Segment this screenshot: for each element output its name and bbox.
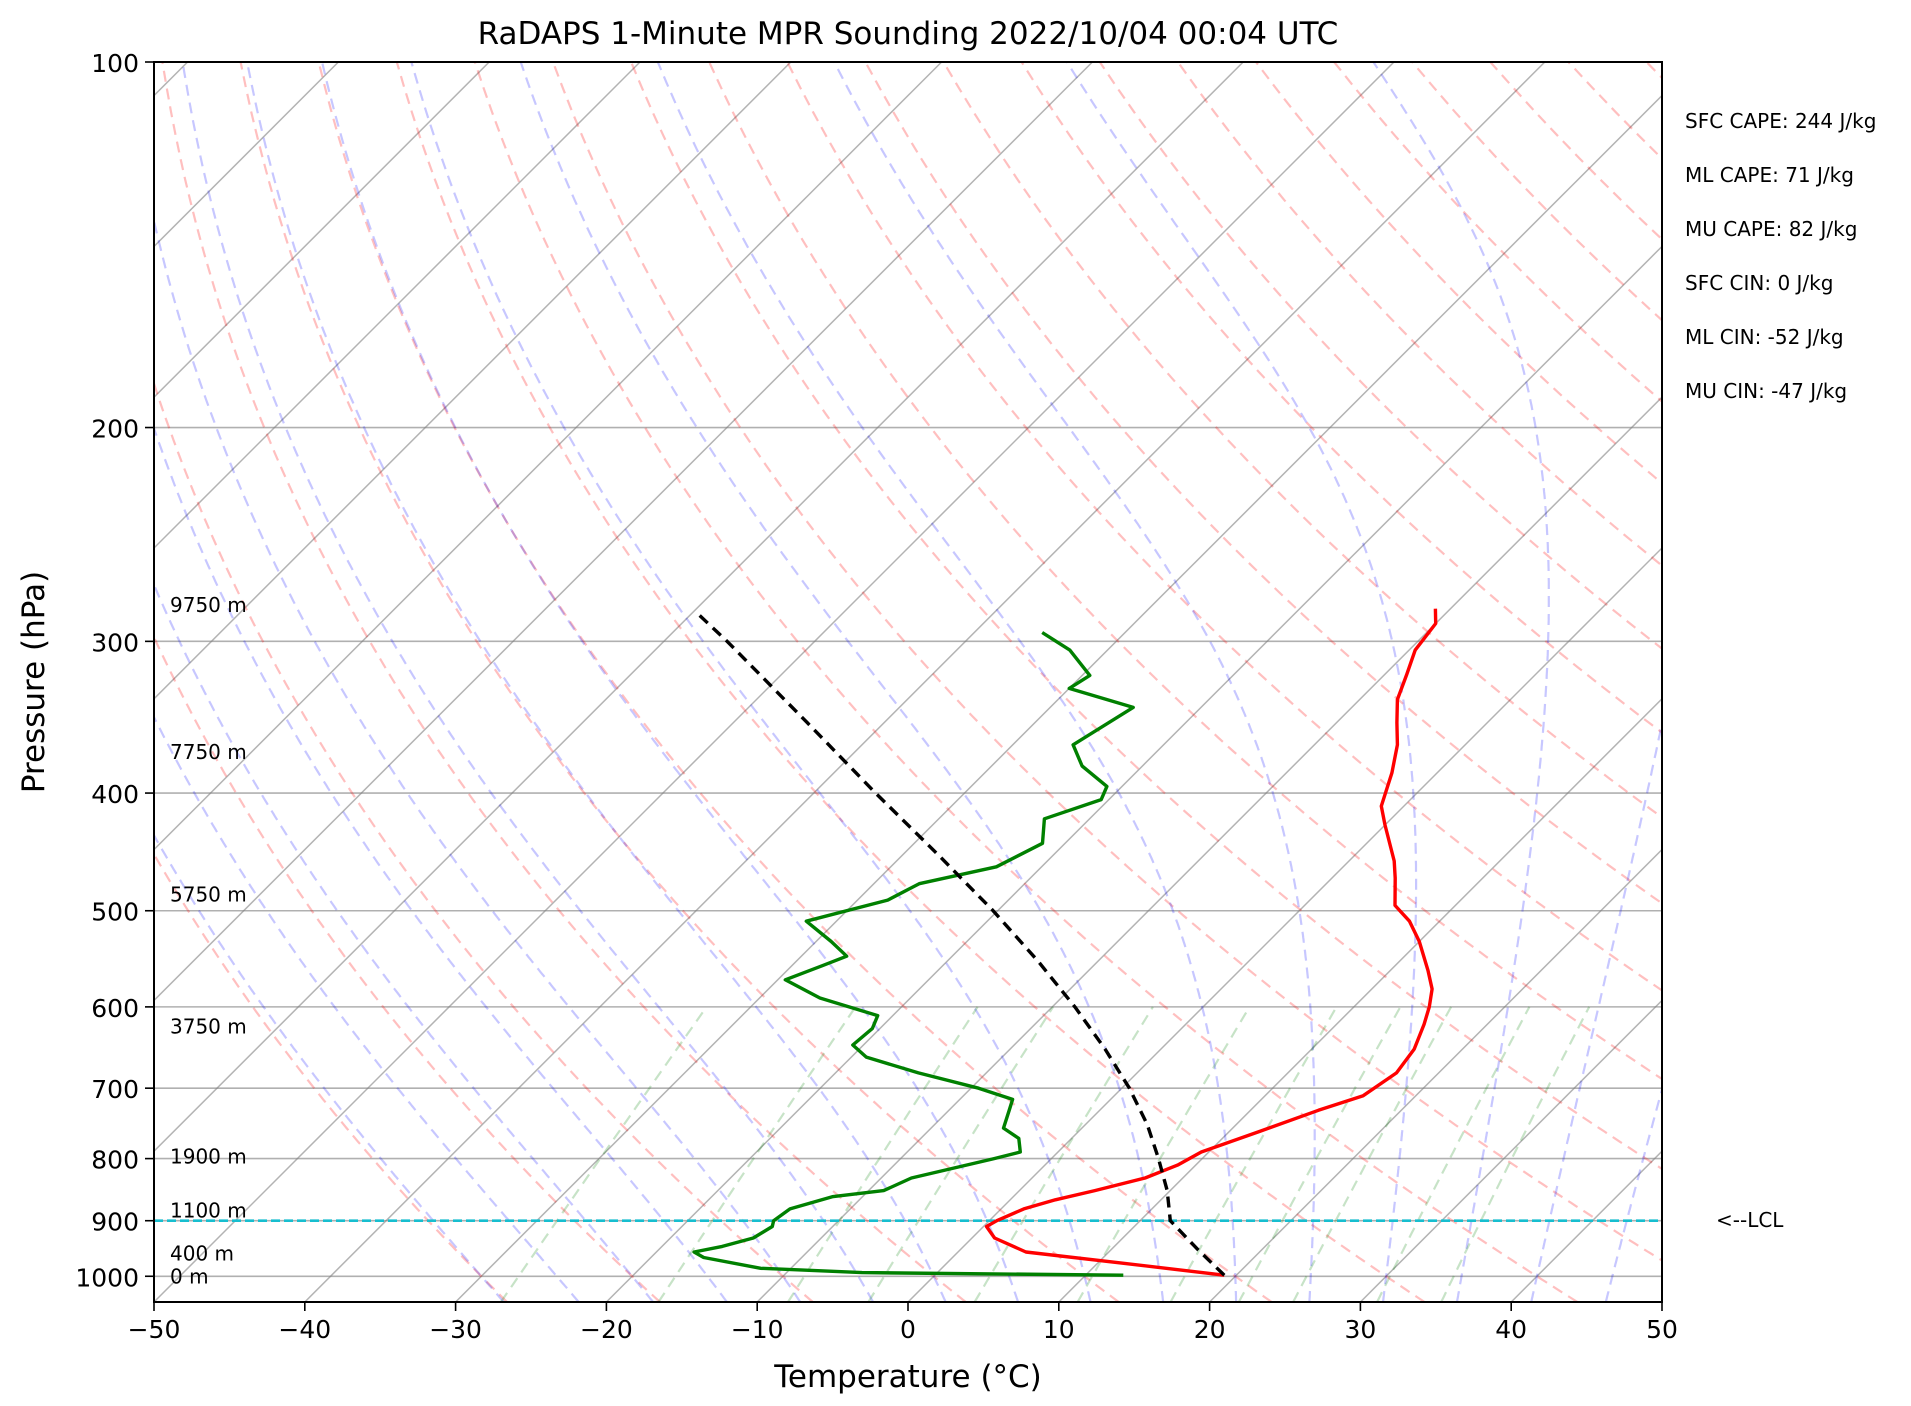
- ml-cape-label: ML CAPE: 71 J/kg: [1685, 163, 1854, 187]
- mixing-ratio-line: [1292, 1006, 1453, 1302]
- x-tick-label: −50: [128, 1315, 181, 1344]
- lcl-label: <--LCL: [1716, 1208, 1784, 1232]
- y-tick-label: 900: [91, 1208, 139, 1237]
- dry-adiabat-line: [317, 62, 1273, 1302]
- isotherm-line: [304, 62, 1546, 1302]
- x-tick-label: 0: [900, 1315, 916, 1344]
- mixing-ratio-line: [973, 1006, 1154, 1302]
- dry-adiabat-line: [473, 62, 1579, 1302]
- moist-adiabat-line: [154, 582, 654, 1302]
- moist-adiabat-line: [1372, 62, 1550, 1302]
- dry-adiabat-line: [154, 634, 661, 1302]
- height-label: 9750 m: [170, 593, 247, 617]
- y-tick-label: 100: [91, 49, 139, 78]
- mu-cape-label: MU CAPE: 82 J/kg: [1685, 217, 1857, 241]
- mixing-ratio-line: [1169, 1006, 1338, 1302]
- mixing-ratio-line: [1440, 1006, 1591, 1302]
- mixing-ratio-line: [1376, 1006, 1531, 1302]
- x-tick-label: −10: [731, 1315, 784, 1344]
- isotherm-line: [154, 62, 1244, 1153]
- height-label: 400 m: [170, 1242, 234, 1266]
- dry-adiabat-line: [708, 62, 1662, 1081]
- moist-adiabat-line: [1530, 717, 1662, 1302]
- moist-adiabat-line: [154, 833, 505, 1302]
- dry-adiabat-line: [1020, 62, 1662, 734]
- x-tick-label: 50: [1646, 1315, 1678, 1344]
- isotherm-line: [756, 396, 1662, 1302]
- height-label: 1900 m: [170, 1145, 247, 1169]
- height-label: 5750 m: [170, 883, 247, 907]
- x-tick-label: −20: [580, 1315, 633, 1344]
- y-axis-label: Pressure (hPa): [16, 571, 52, 793]
- y-tick-label: 300: [91, 628, 139, 657]
- mixing-ratio-line: [657, 1006, 857, 1302]
- dry-adiabat-line: [161, 62, 967, 1302]
- y-tick-label: 800: [91, 1146, 139, 1175]
- mixing-ratio-line: [867, 1006, 1055, 1302]
- mu-cin-label: MU CIN: -47 J/kg: [1685, 379, 1847, 403]
- height-label: 3750 m: [170, 1015, 247, 1039]
- temperature-profile-line: [984, 608, 1438, 1277]
- dry-adiabat-line: [239, 62, 1120, 1302]
- isotherm-line: [154, 62, 943, 851]
- moist-adiabat-line: [154, 424, 728, 1302]
- sfc-cape-label: SFC CAPE: 244 J/kg: [1685, 109, 1876, 133]
- y-tick-label: 600: [91, 994, 139, 1023]
- moist-adiabat-line: [519, 62, 1165, 1302]
- parcel-profile-line: [697, 613, 1226, 1277]
- sfc-cin-label: SFC CIN: 0 J/kg: [1685, 271, 1833, 295]
- dry-adiabat-line: [154, 852, 508, 1302]
- x-tick-label: 30: [1344, 1315, 1376, 1344]
- moist-adiabat-line: [154, 216, 802, 1302]
- dry-adiabat-line: [154, 380, 814, 1302]
- x-tick-label: 40: [1495, 1315, 1527, 1344]
- mixing-ratio-line: [1237, 1006, 1402, 1302]
- ml-cin-label: ML CIN: -52 J/kg: [1685, 325, 1844, 349]
- x-axis-label: Temperature (°C): [773, 1359, 1042, 1395]
- moist-adiabat-line: [1065, 62, 1418, 1302]
- plot-frame: [153, 61, 1663, 1303]
- isotherm-line: [154, 62, 1395, 1302]
- height-label: 0 m: [170, 1264, 209, 1288]
- mixing-ratio-line: [499, 1006, 708, 1302]
- moist-adiabat-line: [154, 714, 580, 1302]
- mixing-ratio-line: [787, 1006, 979, 1302]
- moist-adiabat-line: [181, 62, 875, 1302]
- y-tick-label: 500: [91, 898, 139, 927]
- x-tick-label: 10: [1043, 1315, 1075, 1344]
- isotherm-line: [154, 62, 641, 550]
- isotherm-line: [1359, 999, 1662, 1302]
- dry-adiabat-line: [551, 62, 1662, 1262]
- dry-adiabat-line: [786, 62, 1662, 992]
- dry-adiabat-line: [1177, 62, 1662, 567]
- isotherm-line: [154, 62, 490, 399]
- isotherm-line: [907, 546, 1662, 1302]
- annotation-panel: SFC CAPE: 244 J/kg ML CAPE: 71 J/kg MU C…: [1685, 109, 1876, 403]
- x-tick-label: 20: [1194, 1315, 1226, 1344]
- isotherm-line: [455, 94, 1662, 1302]
- height-label: 1100 m: [170, 1199, 247, 1223]
- dewpoint-profile-line: [692, 631, 1135, 1277]
- moist-adiabat-line: [321, 62, 1020, 1302]
- isotherm-line: [154, 62, 792, 700]
- isotherm-line: [1209, 848, 1662, 1302]
- isotherm-line: [1058, 697, 1662, 1302]
- y-tick-label: 1000: [75, 1263, 139, 1292]
- isotherm-line: [605, 245, 1662, 1302]
- x-tick-label: −40: [278, 1315, 331, 1344]
- moist-adiabat-line: [410, 62, 1092, 1302]
- dry-adiabat-line: [630, 62, 1662, 1171]
- isotherm-line: [154, 62, 1093, 1002]
- y-tick-label: 700: [91, 1075, 139, 1104]
- y-tick-label: 200: [91, 415, 139, 444]
- dry-adiabat-line: [395, 62, 1426, 1302]
- moist-adiabat-line: [246, 62, 947, 1302]
- y-tick-label: 400: [91, 780, 139, 809]
- height-label: 7750 m: [170, 740, 247, 764]
- chart-title: RaDAPS 1-Minute MPR Sounding 2022/10/04 …: [478, 16, 1339, 52]
- x-tick-label: −30: [429, 1315, 482, 1344]
